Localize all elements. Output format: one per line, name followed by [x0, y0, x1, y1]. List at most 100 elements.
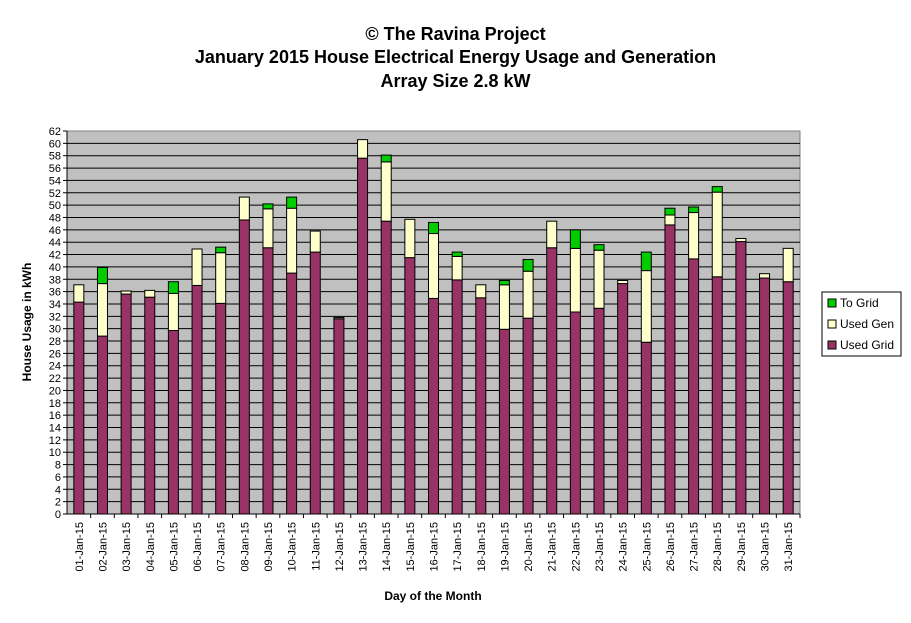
x-tick-label: 08-Jan-15 — [239, 522, 251, 572]
x-tick-label: 27-Jan-15 — [689, 522, 701, 572]
bar-used-gen — [380, 161, 392, 222]
y-tick-label: 50 — [49, 200, 61, 212]
chart-title-line-2: January 2015 House Electrical Energy Usa… — [194, 47, 717, 67]
y-tick-label: 52 — [49, 188, 61, 200]
x-tick-label: 09-Jan-15 — [263, 522, 275, 572]
y-tick-label: 54 — [49, 175, 61, 187]
x-tick-label: 25-Jan-15 — [641, 522, 653, 572]
bar-used-gen — [475, 284, 487, 299]
bar-used-gen — [96, 283, 108, 337]
bar-used-grid — [191, 284, 203, 515]
legend-swatch — [827, 298, 837, 308]
bar-used-grid — [640, 341, 652, 515]
bar-used-grid — [309, 251, 321, 515]
bar-used-grid — [451, 279, 463, 515]
bar-to-grid — [286, 196, 298, 209]
bar-used-grid — [357, 157, 369, 515]
bar-used-grid — [428, 297, 439, 515]
x-tick-label: 30-Jan-15 — [760, 522, 772, 572]
bar-to-grid — [262, 203, 274, 210]
bar-used-grid — [617, 283, 629, 515]
x-tick-label: 11-Jan-15 — [310, 522, 322, 571]
bar-used-gen — [286, 207, 298, 274]
bar-used-grid — [404, 257, 416, 515]
bar-used-gen — [167, 292, 179, 332]
y-tick-label: 14 — [49, 423, 61, 435]
bar-used-grid — [120, 293, 132, 515]
y-axis-label: House Usage in kWh — [20, 263, 34, 382]
y-tick-label: 2 — [55, 497, 61, 509]
bar-used-gen — [191, 248, 203, 286]
y-tick-label: 62 — [49, 126, 61, 138]
y-tick-label: 16 — [49, 410, 61, 422]
bar-to-grid — [167, 281, 179, 294]
legend: To Grid Used Gen Used Grid — [821, 291, 902, 357]
x-tick-label: 17-Jan-15 — [452, 522, 464, 572]
bar-to-grid — [451, 251, 463, 257]
bar-used-gen — [688, 212, 700, 260]
x-tick-label: 18-Jan-15 — [476, 522, 488, 572]
y-tick-label: 18 — [49, 398, 61, 410]
x-tick-label: 26-Jan-15 — [665, 522, 677, 572]
x-tick-label: 28-Jan-15 — [712, 522, 724, 572]
bar-used-gen — [262, 208, 274, 249]
y-tick-label: 42 — [49, 250, 61, 262]
bar-used-gen — [73, 284, 85, 303]
bar-to-grid — [688, 206, 700, 214]
x-tick-label: 13-Jan-15 — [358, 522, 370, 572]
y-tick-label: 24 — [49, 361, 61, 373]
bar-used-gen — [782, 247, 794, 283]
bar-used-grid — [144, 296, 156, 515]
x-tick-label: 06-Jan-15 — [192, 522, 204, 572]
y-tick-label: 26 — [49, 348, 61, 360]
bar-used-gen — [144, 289, 156, 298]
bar-used-gen — [428, 233, 439, 299]
y-tick-label: 10 — [49, 447, 61, 459]
bar-used-grid — [238, 219, 250, 515]
bar-to-grid — [664, 207, 676, 216]
x-tick-label: 02-Jan-15 — [97, 522, 109, 572]
x-tick-label: 22-Jan-15 — [570, 522, 582, 572]
bar-used-gen — [333, 317, 345, 320]
bar-to-grid — [428, 221, 439, 235]
bar-used-gen — [451, 255, 463, 281]
x-tick-label: 16-Jan-15 — [429, 522, 441, 572]
bar-used-gen — [569, 247, 581, 313]
y-tick-label: 30 — [49, 324, 61, 336]
x-tick-label: 12-Jan-15 — [334, 522, 346, 572]
y-tick-label: 56 — [49, 163, 61, 175]
x-axis-label: Day of the Month — [384, 589, 481, 603]
bar-used-grid — [569, 311, 581, 515]
bar-to-grid — [593, 244, 605, 251]
y-tick-label: 40 — [49, 262, 61, 274]
y-tick-label: 38 — [49, 274, 61, 286]
bar-used-grid — [593, 307, 605, 515]
bar-to-grid — [522, 258, 534, 272]
bar-used-gen — [711, 191, 723, 278]
x-tick-label: 19-Jan-15 — [499, 522, 511, 572]
bar-to-grid — [711, 186, 723, 193]
bar-used-gen — [640, 270, 652, 343]
x-tick-label: 31-Jan-15 — [783, 522, 795, 572]
y-tick-label: 4 — [55, 484, 61, 496]
bar-to-grid — [380, 154, 392, 163]
y-tick-label: 20 — [49, 385, 61, 397]
bar-used-grid — [759, 277, 771, 515]
y-tick-label: 22 — [49, 373, 61, 385]
bar-used-grid — [522, 317, 534, 515]
bar-used-grid — [167, 330, 179, 515]
legend-label: Used Grid — [840, 338, 894, 352]
bar-used-grid — [735, 241, 747, 515]
y-tick-label: 8 — [55, 460, 61, 472]
bar-used-gen — [120, 290, 132, 295]
x-tick-label: 15-Jan-15 — [405, 522, 417, 572]
bar-used-gen — [215, 252, 227, 304]
y-tick-label: 34 — [49, 299, 61, 311]
y-tick-label: 58 — [49, 151, 61, 163]
x-tick-label: 05-Jan-15 — [168, 522, 180, 572]
bar-used-gen — [735, 237, 747, 243]
legend-swatch — [827, 319, 837, 329]
x-tick-label: 24-Jan-15 — [618, 522, 630, 572]
bar-used-grid — [688, 258, 700, 515]
